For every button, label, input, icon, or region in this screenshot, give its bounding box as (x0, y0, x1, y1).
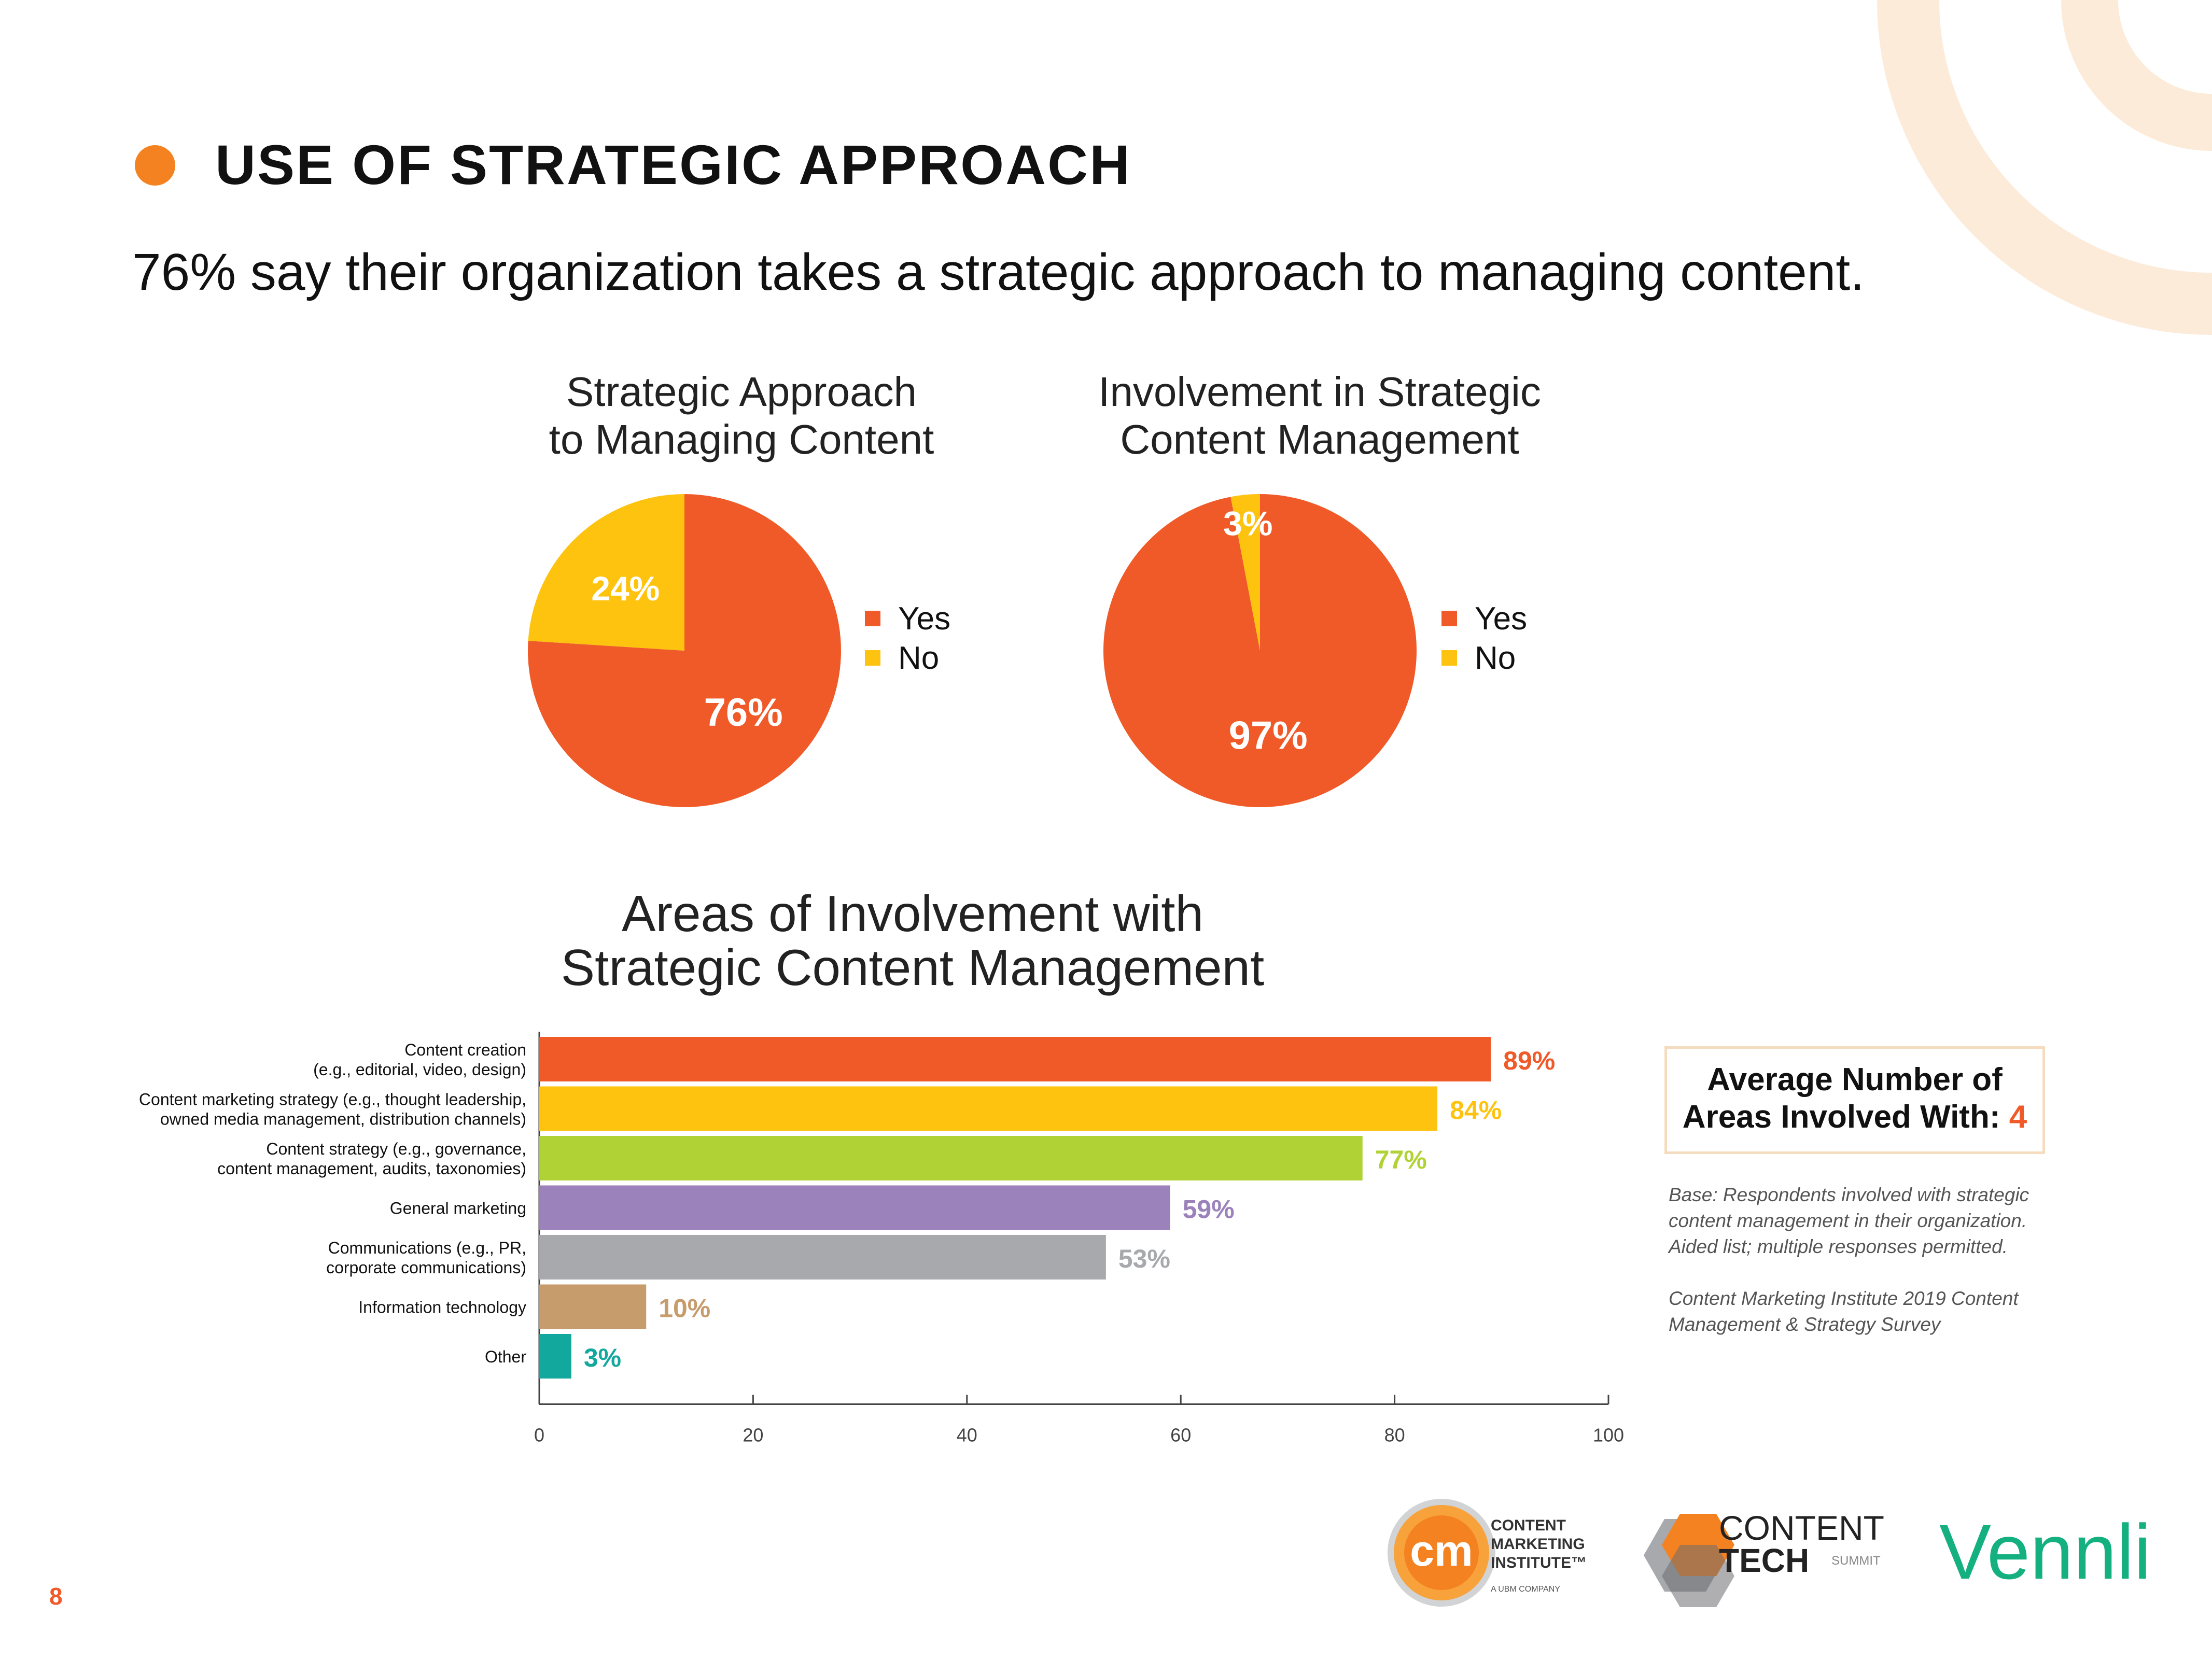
pie1-chart: 76% 24% (528, 494, 841, 807)
cmi-logo-mark: cm (1410, 1526, 1473, 1575)
x-tick-label: 80 (1384, 1425, 1405, 1446)
category-label: content management, audits, taxonomies) (217, 1159, 526, 1178)
bar-chart-title: Areas of Involvement with Strategic Cont… (498, 887, 1327, 994)
pie2-title-line: Involvement in Strategic (1098, 369, 1541, 415)
bar (539, 1334, 571, 1379)
x-tick-label: 40 (957, 1425, 977, 1446)
content-tech-logo: CONTENT TECH SUMMIT (1644, 1509, 1884, 1607)
legend-item-yes: Yes (1441, 599, 1527, 638)
ct-logo-summit: SUMMIT (1831, 1554, 1881, 1568)
page-subtitle: 76% say their organization takes a strat… (132, 243, 1865, 301)
average-areas-box: Average Number of Areas Involved With: 4 (1664, 1046, 2045, 1154)
source-note: Content Marketing Institute 2019 Content… (1669, 1288, 2019, 1335)
cmi-logo-line: MARKETING (1491, 1536, 1585, 1553)
x-tick-label: 0 (534, 1425, 544, 1446)
ct-logo-top: CONTENT (1719, 1509, 1884, 1547)
bar-value-label: 77% (1375, 1145, 1427, 1174)
category-label: General marketing (390, 1199, 526, 1218)
pie-slice-no (528, 494, 684, 651)
bar (539, 1037, 1491, 1081)
category-label: Other (485, 1347, 526, 1366)
cmi-logo-line: INSTITUTE™ (1491, 1554, 1587, 1571)
x-tick-label: 20 (743, 1425, 763, 1446)
category-label: corporate communications) (326, 1258, 526, 1277)
pie2-title-line: Content Management (1120, 416, 1519, 462)
cmi-logo-inner (1404, 1515, 1479, 1590)
legend-label: No (1475, 640, 1516, 676)
pie1-title-line: to Managing Content (549, 416, 934, 462)
pie-slice-label: 97% (1229, 713, 1308, 757)
ct-logo-bottom: TECH (1719, 1542, 1809, 1579)
pie1-title: Strategic Approach to Managing Content (498, 368, 985, 463)
outer-arc (1877, 0, 2212, 335)
bar-value-label: 3% (584, 1343, 621, 1372)
pie-slice-label: 76% (704, 691, 783, 735)
legend-swatch-yes (865, 611, 880, 626)
legend-swatch-no (1441, 650, 1457, 666)
bar-title-line: Areas of Involvement with (621, 885, 1204, 942)
cmi-logo-line: CONTENT (1491, 1517, 1566, 1534)
legend-label: Yes (1475, 600, 1528, 637)
pie2-title: Involvement in Strategic Content Managem… (1073, 368, 1566, 463)
base-note: Base: Respondents involved with strategi… (1669, 1184, 2029, 1257)
pie1-title-line: Strategic Approach (566, 369, 917, 415)
x-tick-label: 100 (1593, 1425, 1624, 1446)
footer-logos: cm CONTENT MARKETING INSTITUTE™ A UBM CO… (1388, 1499, 2151, 1607)
cmi-logo: cm CONTENT MARKETING INSTITUTE™ A UBM CO… (1388, 1499, 1587, 1607)
inner-arc (2061, 0, 2212, 151)
pie-slice-no (1230, 494, 1260, 651)
bar-value-label: 53% (1118, 1244, 1170, 1273)
legend-label: Yes (898, 600, 951, 637)
x-tick-label: 60 (1170, 1425, 1191, 1446)
header-bullet-dot (135, 145, 175, 186)
category-label: Content strategy (e.g., governance, (266, 1140, 526, 1158)
pie-slice-label: 3% (1223, 504, 1272, 542)
avg-line2: Areas Involved With: 4 (1667, 1099, 2042, 1136)
category-label: Information technology (358, 1298, 526, 1317)
category-label: Content marketing strategy (e.g., though… (139, 1090, 526, 1109)
avg-line2-prefix: Areas Involved With: (1682, 1099, 2009, 1135)
bar (539, 1235, 1106, 1280)
bar (539, 1284, 647, 1329)
legend-item-no: No (865, 638, 950, 678)
legend-item-yes: Yes (865, 599, 950, 638)
bar-value-label: 10% (659, 1294, 710, 1323)
pie2-legend: Yes No (1441, 599, 1527, 678)
category-label: owned media management, distribution cha… (160, 1110, 526, 1129)
vennli-logo: Vennli (1939, 1508, 2151, 1595)
pie2-chart: 97% 3% (1103, 494, 1417, 807)
bar (539, 1185, 1170, 1230)
avg-line1: Average Number of (1707, 1062, 2003, 1098)
page-number: 8 (49, 1583, 63, 1610)
avg-value: 4 (2009, 1099, 2027, 1135)
bar-value-label: 89% (1503, 1046, 1555, 1075)
page-title: USE OF STRATEGIC APPROACH (215, 133, 1132, 196)
bar (539, 1086, 1438, 1131)
bar-value-label: 59% (1183, 1195, 1235, 1224)
bar-chart: 89% Content creation(e.g., editorial, vid… (139, 1032, 1624, 1446)
legend-swatch-yes (1441, 611, 1457, 626)
bar (539, 1136, 1363, 1180)
legend-item-no: No (1441, 638, 1527, 678)
legend-swatch-no (865, 650, 880, 666)
bar-title-line: Strategic Content Management (561, 939, 1265, 996)
ct-hex-shade (1662, 1545, 1734, 1607)
bar-value-label: 84% (1450, 1096, 1502, 1125)
pie-slice-label: 24% (591, 569, 660, 608)
cmi-logo-tagline: A UBM COMPANY (1491, 1585, 1560, 1594)
category-label: Content creation (404, 1041, 526, 1059)
category-label: (e.g., editorial, video, design) (313, 1060, 526, 1079)
category-label: Communications (e.g., PR, (328, 1239, 526, 1257)
pie1-legend: Yes No (865, 599, 950, 678)
legend-label: No (898, 640, 940, 676)
